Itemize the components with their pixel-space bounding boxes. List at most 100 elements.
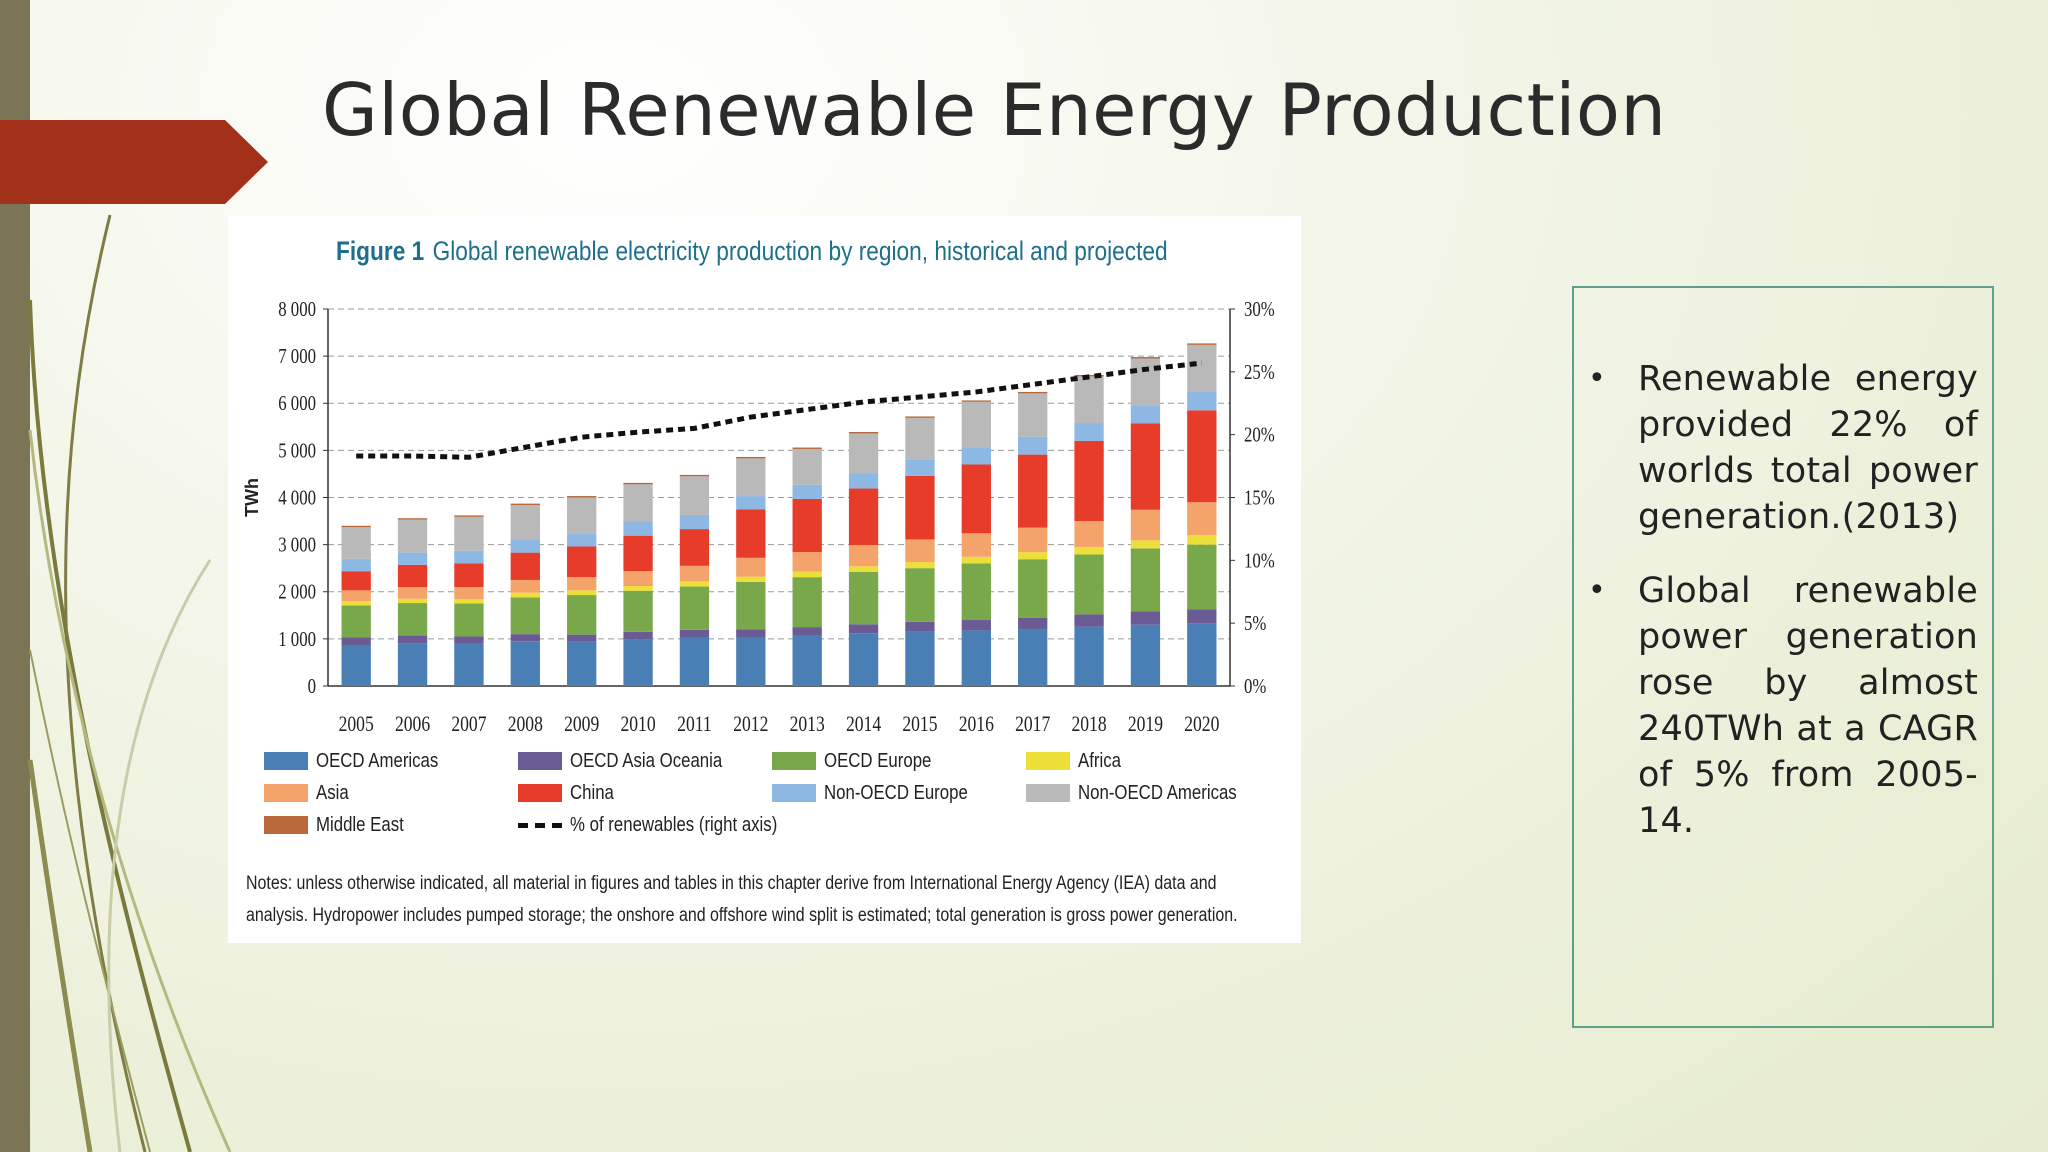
legend-label: Middle East bbox=[316, 813, 404, 836]
bar-segment bbox=[397, 552, 428, 565]
x-tick-label: 2016 bbox=[959, 712, 994, 736]
x-tick-label: 2020 bbox=[1184, 712, 1219, 736]
bar-segment bbox=[1130, 540, 1161, 549]
x-tick-label: 2014 bbox=[846, 712, 881, 736]
bar-segment bbox=[679, 476, 710, 515]
bullet-item: • Renewable energy provided 22% of world… bbox=[1574, 356, 1992, 540]
bar-segment bbox=[961, 464, 991, 534]
bar-segment bbox=[341, 605, 371, 638]
bar-segment bbox=[623, 484, 653, 522]
bar-segment bbox=[679, 565, 710, 582]
bar-segment bbox=[567, 634, 597, 642]
x-tick-label: 2006 bbox=[395, 712, 430, 736]
legend-item-africa: Africa bbox=[1026, 748, 1129, 774]
bar-segment bbox=[679, 637, 710, 686]
figure-caption: Figure 1 Global renewable electricity pro… bbox=[336, 236, 1168, 267]
legend-label: Non-OECD Europe bbox=[824, 781, 968, 804]
bar-segment bbox=[1130, 611, 1161, 625]
legend-label: Africa bbox=[1078, 749, 1121, 772]
y-tick-label: 5 000 bbox=[278, 440, 316, 463]
bar-segment bbox=[341, 645, 371, 686]
bar-segment bbox=[961, 401, 991, 448]
bar-segment bbox=[848, 545, 879, 567]
bullet-item: • Global renewable power generation rose… bbox=[1574, 568, 1992, 844]
figure-caption-text: Global renewable electricity production … bbox=[432, 236, 1168, 266]
decorative-leaf-lines bbox=[27, 214, 232, 1152]
bullet-list: • Renewable energy provided 22% of world… bbox=[1574, 356, 1992, 872]
bar-segment bbox=[1130, 548, 1161, 612]
bar-segment bbox=[454, 550, 484, 564]
x-tick-label: 2019 bbox=[1128, 712, 1163, 736]
bar-segment bbox=[567, 497, 597, 534]
bar-segment bbox=[567, 496, 597, 498]
bar-segment bbox=[679, 581, 710, 587]
bar-segment bbox=[1018, 391, 1048, 394]
bar-segment bbox=[961, 400, 991, 402]
bar-segment bbox=[510, 579, 540, 593]
bar-segment bbox=[1074, 614, 1104, 627]
bar-segment bbox=[1074, 554, 1104, 615]
bar-segment bbox=[1187, 344, 1217, 392]
bar-segment bbox=[848, 566, 879, 572]
bar-segment bbox=[341, 590, 371, 602]
legend-label: OECD Europe bbox=[824, 749, 932, 772]
y2-tick-label: 10% bbox=[1244, 550, 1275, 573]
x-tick-label: 2009 bbox=[564, 712, 599, 736]
bar-segment bbox=[792, 571, 822, 578]
bar-segment bbox=[567, 577, 597, 591]
bar-segment bbox=[623, 586, 653, 591]
bar-segment bbox=[905, 459, 935, 476]
x-tick-label: 2015 bbox=[902, 712, 937, 736]
bar-segment bbox=[397, 519, 428, 553]
chart-legend: OECD Americas OECD Asia Oceania OECD Eur… bbox=[264, 748, 1294, 848]
bar-segment bbox=[736, 509, 766, 558]
y2-tick-label: 0% bbox=[1244, 675, 1267, 698]
bar-segment bbox=[510, 505, 540, 540]
bar-segment bbox=[1018, 628, 1048, 686]
y-tick-label: 1 000 bbox=[278, 628, 316, 651]
legend-label: OECD Asia Oceania bbox=[570, 749, 723, 772]
bar-segment bbox=[1187, 391, 1217, 411]
bar-segment bbox=[736, 496, 766, 510]
bar-segment bbox=[454, 599, 484, 604]
bar-segment bbox=[623, 521, 653, 536]
bar-segment bbox=[397, 635, 428, 644]
bar-segment bbox=[961, 447, 991, 465]
bar-segment bbox=[567, 533, 597, 547]
bar-segment bbox=[961, 563, 991, 621]
bar-segment bbox=[792, 498, 822, 553]
bullet-dot-icon: • bbox=[1588, 573, 1606, 608]
bar-segment bbox=[792, 447, 822, 449]
legend-swatch bbox=[518, 784, 562, 802]
y2-tick-label: 15% bbox=[1244, 487, 1275, 510]
bar-segment bbox=[848, 473, 879, 489]
bar-segment bbox=[510, 539, 540, 553]
legend-item-non-oecd-americas: Non-OECD Americas bbox=[1026, 780, 1267, 806]
bullet-text: Renewable energy provided 22% of worlds … bbox=[1638, 359, 1978, 537]
bullet-dot-icon: • bbox=[1588, 361, 1606, 396]
bar-segment bbox=[623, 535, 653, 572]
y-tick-label: 0 bbox=[308, 675, 316, 698]
legend-swatch bbox=[264, 752, 308, 770]
bar-segment bbox=[1074, 626, 1104, 686]
x-tick-label: 2005 bbox=[339, 712, 374, 736]
bar-segment bbox=[1018, 552, 1048, 560]
notes-line: Notes: unless otherwise indicated, all m… bbox=[246, 873, 1217, 894]
legend-item-asia: Asia bbox=[264, 780, 355, 806]
bullet-text: Global renewable power generation rose b… bbox=[1638, 571, 1978, 841]
bar-segment bbox=[623, 590, 653, 632]
legend-swatch bbox=[264, 784, 308, 802]
bar-segment bbox=[1130, 423, 1161, 510]
renewable-production-chart: 0 1 000 2 000 3 000 4 000 5 000 6 000 7 000 8 00… bbox=[242, 298, 1275, 736]
figure-panel: Figure 1 Global renewable electricity pro… bbox=[228, 216, 1301, 943]
bar-segment bbox=[1187, 535, 1217, 545]
bar-segment bbox=[736, 581, 766, 630]
bar-segment bbox=[1018, 393, 1048, 437]
bar-segment bbox=[623, 631, 653, 640]
y-tick-label: 4 000 bbox=[278, 487, 316, 510]
bar-segment bbox=[1018, 454, 1048, 528]
y2-tick-label: 5% bbox=[1244, 612, 1267, 635]
legend-swatch bbox=[264, 816, 308, 834]
bar-segment bbox=[397, 598, 428, 604]
x-tick-label: 2011 bbox=[677, 712, 712, 736]
